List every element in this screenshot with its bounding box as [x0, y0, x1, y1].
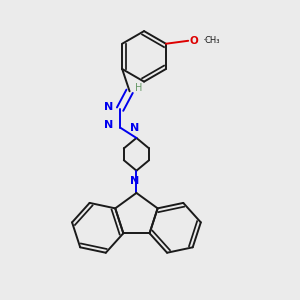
Text: N: N	[104, 102, 114, 112]
Text: N: N	[130, 123, 140, 133]
Text: H: H	[135, 83, 142, 93]
Text: N: N	[104, 120, 114, 130]
Text: O: O	[190, 36, 199, 46]
Text: methyl: methyl	[204, 39, 208, 40]
Text: N: N	[130, 176, 140, 186]
Text: CH₃: CH₃	[205, 36, 220, 45]
